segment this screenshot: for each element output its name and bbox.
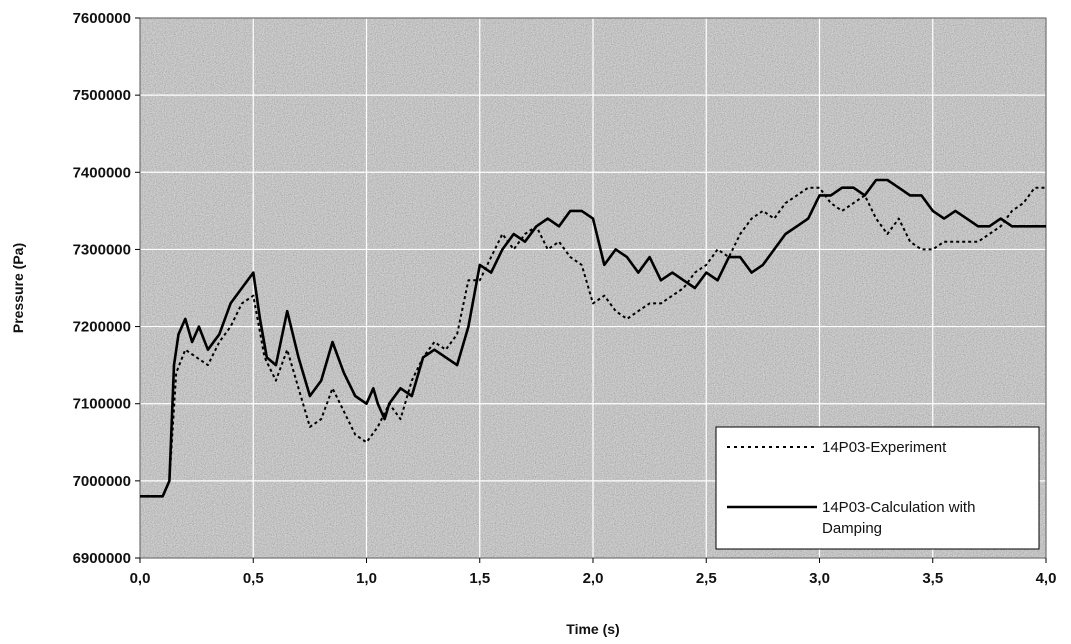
y-tick-label: 7100000 [73, 396, 131, 413]
y-axis-ticks: 6900000 7000000 7100000 7200000 7300000 74000… [73, 10, 140, 567]
legend-label-calculation-line1: 14P03-Calculation with [822, 499, 975, 516]
y-axis-title: Pressure (Pa) [10, 243, 26, 333]
legend-label-calculation: 14P03-Calculation with Damping [822, 499, 980, 537]
x-tick-label: 3,5 [922, 570, 943, 587]
x-tick-label: 2,0 [583, 570, 604, 587]
x-axis-ticks: 0,0 0,5 1,0 1,5 2,0 2,5 3,0 3,5 4,0 [130, 558, 1057, 587]
x-tick-label: 3,0 [809, 570, 830, 587]
x-tick-label: 1,5 [469, 570, 490, 587]
x-tick-label: 4,0 [1036, 570, 1057, 587]
x-axis-title: Time (s) [566, 621, 619, 637]
y-tick-label: 7300000 [73, 241, 131, 258]
y-tick-label: 7000000 [73, 473, 131, 490]
series-line-calculation [140, 178, 1046, 498]
legend-label-calculation-line2: Damping [822, 520, 882, 537]
series-layer [140, 178, 1046, 498]
y-tick-label: 7600000 [73, 10, 131, 27]
y-tick-label: 7200000 [73, 319, 131, 336]
legend: 14P03-Experiment 14P03-Calculation with … [715, 426, 1040, 550]
x-tick-label: 2,5 [696, 570, 717, 587]
y-tick-label: 7400000 [73, 164, 131, 181]
series-line-experiment [140, 186, 1046, 498]
y-tick-label: 7500000 [73, 87, 131, 104]
y-tick-label: 6900000 [73, 550, 131, 567]
x-tick-label: 1,0 [356, 570, 377, 587]
x-tick-label: 0,5 [243, 570, 264, 587]
legend-label-experiment: 14P03-Experiment [822, 439, 947, 456]
x-tick-label: 0,0 [130, 570, 151, 587]
